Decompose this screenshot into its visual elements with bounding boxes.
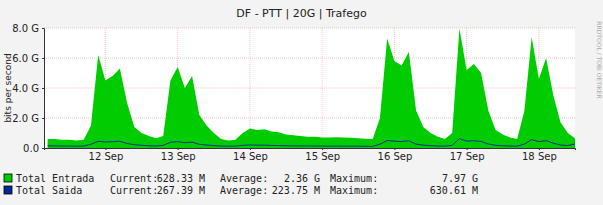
legend-stat-label: Average: [220, 185, 268, 196]
area-series [48, 28, 575, 148]
line-series [48, 139, 575, 147]
x-tick: 16 Sep [378, 148, 413, 162]
grid [44, 28, 575, 148]
x-axis: 12 Sep 13 Sep 14 Sep 15 Sep 16 Sep 17 Sep 18 S… [45, 148, 576, 162]
legend-stat-value: 630.61 M [430, 185, 478, 196]
y-tick-label: 0.0 [23, 143, 39, 154]
title: DF - PTT | 20G | Trafego [236, 7, 367, 20]
y-tick: 0.0 [23, 143, 44, 154]
y-tick-label: 8.0 G [12, 23, 39, 34]
x-tick-mark [467, 148, 468, 150]
x-tick: 18 Sep [522, 148, 557, 162]
y-grid-line [44, 28, 575, 29]
legend-stat-label: Current: [110, 173, 158, 184]
legend-stat-value: 2.36 G [284, 173, 320, 184]
y-tick-label: 2.0 G [12, 113, 39, 124]
y-tick: 8.0 G [12, 23, 44, 34]
x-tick: 12 Sep [89, 148, 124, 162]
x-tick: 13 Sep [161, 148, 196, 162]
legend-stat-value: 628.33 M [157, 173, 205, 184]
x-tick-mark [105, 148, 106, 150]
legend-stat-label: Current: [110, 185, 158, 196]
x-tick: 17 Sep [450, 148, 485, 162]
data-group [48, 28, 575, 148]
x-tick-label: 16 Sep [378, 151, 413, 162]
legend-stat-value: 7.97 G [442, 173, 478, 184]
legend-label: Total Entrada [16, 173, 94, 184]
background [0, 0, 603, 205]
x-tick-label: 13 Sep [161, 151, 196, 162]
x-tick-mark [322, 148, 323, 150]
x-tick-label: 12 Sep [89, 151, 124, 162]
legend-swatch [4, 186, 12, 194]
legend-stat-label: Maximum: [330, 185, 378, 196]
x-grid-line [322, 28, 323, 148]
legend-stat-value: 223.75 M [272, 185, 320, 196]
x-tick-label: 14 Sep [233, 151, 268, 162]
y-axis: 0.0 2.0 G 4.0 G 6.0 G 8.0 G [12, 23, 44, 154]
legend-swatch [4, 174, 12, 182]
y-tick-label: 6.0 G [12, 53, 39, 64]
y-tick-label: 4.0 G [12, 83, 39, 94]
chart: 12 Sep 13 Sep 14 Sep 15 Sep 16 Sep 17 Sep 18 S… [0, 0, 603, 205]
y-tick-mark [42, 148, 44, 149]
y-tick: 4.0 G [12, 83, 44, 94]
y-tick-mark [42, 58, 44, 59]
y-tick-mark [42, 88, 44, 89]
x-tick: 15 Sep [305, 148, 340, 162]
x-tick-mark [394, 148, 395, 150]
plot-area [44, 28, 575, 148]
legend-entry: Total Entrada Current:628.33 M Average: 2.3… [4, 173, 478, 184]
legend-stat-value: 267.39 M [157, 185, 205, 196]
y-tick-mark [42, 28, 44, 29]
y-tick: 2.0 G [12, 113, 44, 124]
y-grid-line [44, 58, 575, 59]
x-tick-mark [250, 148, 251, 150]
y-tick: 6.0 G [12, 53, 44, 64]
y-axis-line [42, 29, 45, 149]
legend-entry: Total Saida Current:267.39 M Average: 223.7… [4, 185, 478, 196]
x-tick-label: 18 Sep [522, 151, 557, 162]
x-tick-label: 17 Sep [450, 151, 485, 162]
legend-stat-label: Maximum: [330, 173, 378, 184]
x-tick-label: 15 Sep [305, 151, 340, 162]
x-tick-mark [539, 148, 540, 150]
x-tick-mark [178, 148, 179, 150]
y-axis-title: bits per second [3, 53, 13, 122]
watermark: RRDTOOL / TOBI OETIKER [596, 21, 603, 98]
y-tick-mark [42, 118, 44, 119]
legend-stat-label: Average: [220, 173, 268, 184]
x-tick: 14 Sep [233, 148, 268, 162]
x-axis-line [45, 149, 576, 151]
legend-label: Total Saida [16, 185, 82, 196]
